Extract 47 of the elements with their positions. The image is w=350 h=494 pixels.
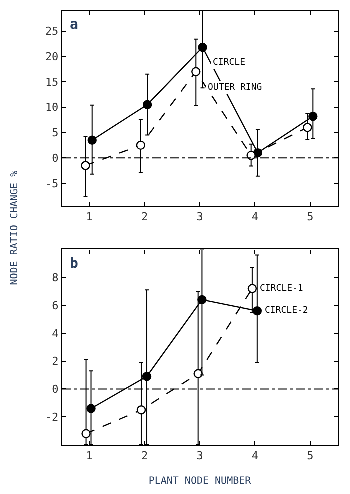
series-label: CIRCLE-2 [265,306,308,316]
point [136,406,146,415]
y-tick-label: -2 [45,410,59,424]
y-tick-label: 6 [52,299,59,312]
y-tick-label: 15 [45,76,59,89]
point [192,67,201,76]
x-tick-label: 2 [141,210,148,224]
x-tick-label: 4 [252,449,259,462]
x-tick-label: 5 [307,210,314,224]
x-tick-label: 3 [196,210,204,224]
point [198,295,207,305]
y-tick-label: 5 [52,126,59,140]
x-tick-label: 1 [86,210,93,224]
point [303,123,312,132]
y-tick-label: 20 [45,50,59,64]
y-tick-label: 2 [52,355,59,368]
point [246,150,256,160]
x-tick-label: 2 [141,449,148,462]
text: a [70,17,78,33]
point [81,161,90,170]
point [248,284,258,294]
point [136,140,146,150]
point [86,404,96,414]
point [88,136,97,145]
x-tick-label: 1 [86,449,93,462]
point [198,42,208,52]
series-label: OUTER RING [208,83,262,93]
point [82,429,91,438]
x-axis-title: PLANT NODE NUMBER [148,476,252,487]
x-tick-label: 3 [196,449,204,462]
x-tick-label: 4 [252,210,259,224]
text: b [70,256,78,272]
y-tick-label: 4 [52,327,60,340]
y-tick-label: 25 [45,25,59,38]
point [142,372,152,382]
series-label: CIRCLE-1 [260,284,304,294]
point [252,306,262,316]
y-tick-label: 10 [45,101,59,114]
y-tick-label: 0 [52,152,59,165]
y-tick-label: 8 [52,271,59,284]
series-label: CIRCLE [213,58,246,68]
x-tick-label: 5 [307,449,314,462]
y-tick-label: 0 [52,383,59,396]
y-tick-label: -5 [45,177,59,190]
point [142,100,152,110]
y-axis-title: NODE RATIO CHANGE % [9,170,20,286]
point [308,112,318,122]
